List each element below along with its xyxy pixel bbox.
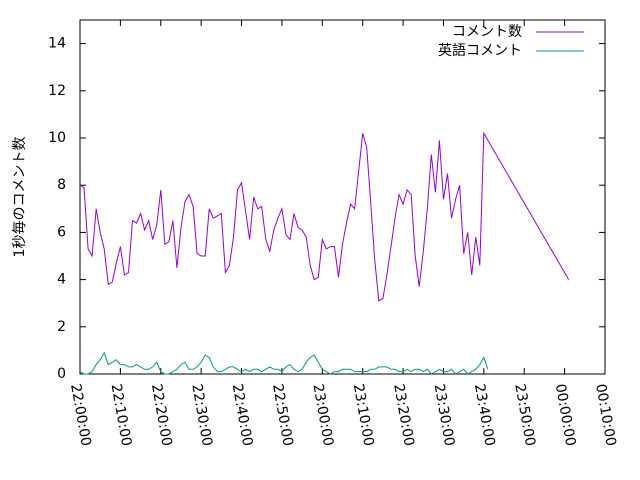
y-tick-label: 4 — [57, 272, 66, 288]
x-tick-label: 23:50:00 — [511, 383, 538, 448]
x-tick-label: 00:00:00 — [552, 383, 579, 448]
y-tick-label: 8 — [57, 177, 66, 193]
plot-frame — [79, 19, 606, 375]
x-tick-label: 22:40:00 — [229, 383, 256, 448]
y-axis-label: 1秒毎のコメント数 — [12, 137, 28, 258]
x-tick-label: 23:00:00 — [309, 383, 336, 448]
x-tick-label: 22:30:00 — [188, 383, 215, 448]
legend-label: コメント数 — [452, 24, 522, 40]
x-tick-label: 22:00:00 — [67, 383, 94, 448]
y-tick-label: 6 — [57, 224, 66, 240]
series-layer — [79, 131, 570, 375]
y-tick-label: 10 — [48, 130, 66, 146]
series-line-2 — [79, 351, 489, 375]
x-tick-label: 22:50:00 — [269, 383, 296, 448]
x-tick-label: 00:10:00 — [592, 383, 619, 448]
y-axis-ticks: 0 2 4 6 8 10 12 14 — [48, 36, 605, 382]
x-tick-label: 22:10:00 — [108, 383, 135, 448]
y-tick-label: 2 — [57, 319, 66, 335]
series-line-1 — [79, 131, 570, 302]
x-tick-label: 23:30:00 — [431, 383, 458, 448]
y-tick-label: 14 — [48, 36, 66, 52]
x-tick-label: 23:10:00 — [350, 383, 377, 448]
x-tick-label: 23:40:00 — [471, 383, 498, 448]
x-tick-label: 23:20:00 — [390, 383, 417, 448]
y-tick-label: 12 — [48, 83, 66, 99]
y-tick-label: 0 — [57, 366, 66, 382]
legend-label: 英語コメント — [438, 42, 522, 59]
x-tick-label: 22:20:00 — [148, 383, 175, 448]
x-axis-ticks: 22:00:00 22:10:00 22:20:00 22:30:00 22:40:00… — [67, 20, 619, 447]
